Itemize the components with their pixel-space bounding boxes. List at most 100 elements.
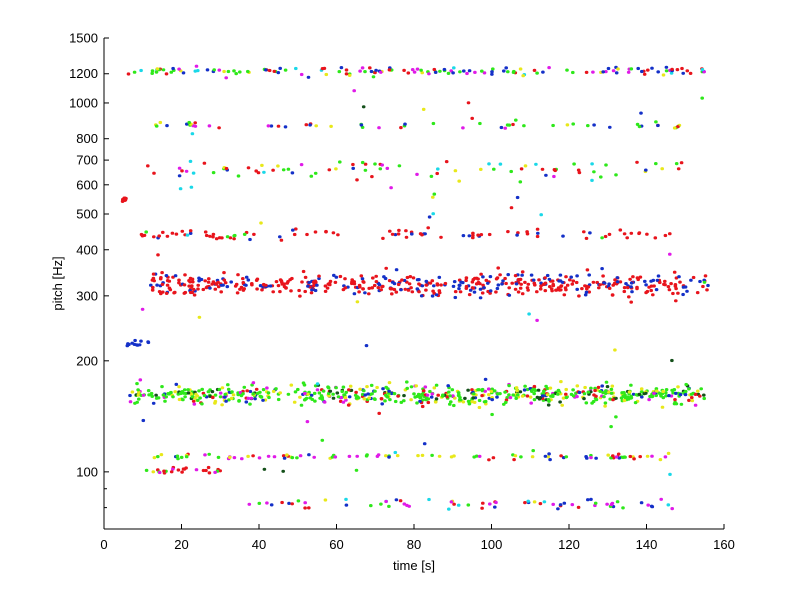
pitch-point	[674, 299, 678, 303]
pitch-point	[380, 402, 385, 406]
pitch-point	[675, 68, 680, 72]
pitch-point	[514, 282, 519, 286]
x-tick-label: 40	[252, 537, 266, 552]
pitch-point	[396, 394, 400, 398]
pitch-point	[531, 449, 535, 453]
pitch-point	[491, 456, 496, 460]
pitch-point	[608, 125, 612, 129]
pitch-point	[352, 292, 357, 296]
pitch-point	[290, 171, 295, 175]
pitch-point	[479, 167, 483, 171]
pitch-point	[333, 455, 338, 459]
pitch-point	[420, 71, 425, 75]
pitch-point	[465, 71, 469, 76]
pitch-point	[609, 387, 614, 391]
pitch-point	[161, 230, 165, 234]
pitch-point	[658, 280, 662, 285]
pitch-point	[271, 290, 276, 294]
pitch-point	[442, 67, 447, 72]
pitch-point	[670, 358, 674, 363]
pitch-point	[474, 282, 479, 286]
pitch-point	[403, 287, 408, 291]
pitch-point	[508, 396, 513, 400]
pitch-point	[286, 392, 291, 396]
pitch-point	[301, 381, 306, 385]
pitch-point	[458, 70, 462, 74]
pitch-point	[150, 71, 154, 75]
pitch-point	[293, 390, 298, 394]
pitch-point	[351, 166, 356, 170]
pitch-point	[348, 384, 353, 388]
pitch-point	[194, 468, 199, 472]
pitch-point	[236, 273, 240, 277]
pitch-point	[592, 123, 596, 127]
pitch-point	[613, 348, 617, 352]
pitch-point	[488, 275, 493, 279]
pitch-point	[203, 279, 207, 283]
pitch-point	[375, 385, 379, 390]
pitch-point	[585, 456, 589, 460]
pitch-point	[323, 289, 328, 293]
pitch-point	[406, 288, 411, 292]
pitch-point	[478, 121, 482, 126]
pitch-point	[380, 285, 384, 289]
pitch-point	[575, 395, 579, 399]
pitch-point	[200, 402, 204, 406]
pitch-point	[561, 234, 565, 238]
pitch-point	[248, 237, 252, 242]
pitch-point	[476, 233, 480, 237]
pitch-point	[404, 235, 409, 239]
pitch-point	[661, 73, 666, 77]
pitch-point	[473, 276, 477, 280]
pitch-point	[670, 507, 674, 511]
pitch-point	[499, 125, 504, 130]
pitch-point	[470, 280, 475, 284]
y-tick-label: 300	[76, 288, 98, 303]
pitch-point	[615, 500, 620, 504]
pitch-point	[355, 178, 359, 182]
pitch-point	[186, 388, 190, 392]
pitch-point	[377, 126, 381, 130]
pitch-point	[307, 506, 311, 510]
pitch-point	[535, 71, 539, 75]
pitch-point	[556, 392, 560, 396]
pitch-point	[532, 384, 537, 389]
pitch-point	[476, 388, 480, 392]
pitch-point	[389, 391, 394, 396]
pitch-point	[670, 67, 674, 71]
pitch-point	[457, 287, 461, 291]
pitch-point	[623, 455, 627, 459]
pitch-point	[280, 500, 284, 505]
pitch-point	[260, 163, 264, 167]
pitch-point	[306, 75, 311, 79]
pitch-point	[400, 278, 404, 282]
pitch-point	[471, 396, 476, 400]
pitch-point	[535, 290, 539, 294]
pitch-point	[439, 283, 443, 287]
pitch-point	[355, 300, 360, 304]
pitch-point	[135, 400, 139, 404]
pitch-point	[676, 385, 680, 389]
pitch-point	[504, 400, 508, 404]
pitch-point	[382, 275, 386, 279]
pitch-point	[292, 232, 297, 237]
y-tick-label: 600	[76, 177, 98, 192]
pitch-point	[622, 232, 627, 236]
pitch-point	[529, 401, 533, 405]
pitch-point	[271, 168, 275, 172]
pitch-point	[394, 268, 399, 272]
pitch-point	[203, 230, 208, 234]
pitch-point	[417, 282, 421, 286]
pitch-point	[234, 72, 238, 76]
pitch-point	[223, 281, 228, 285]
pitch-point	[144, 230, 148, 234]
pitch-point	[213, 470, 217, 474]
x-tick-label: 160	[713, 537, 735, 552]
pitch-point	[557, 288, 562, 292]
pitch-point	[246, 396, 251, 400]
pitch-point	[151, 401, 156, 405]
y-tick-label: 400	[76, 242, 98, 257]
pitch-point	[518, 390, 523, 394]
pitch-point	[313, 230, 318, 234]
pitch-point	[229, 396, 234, 400]
